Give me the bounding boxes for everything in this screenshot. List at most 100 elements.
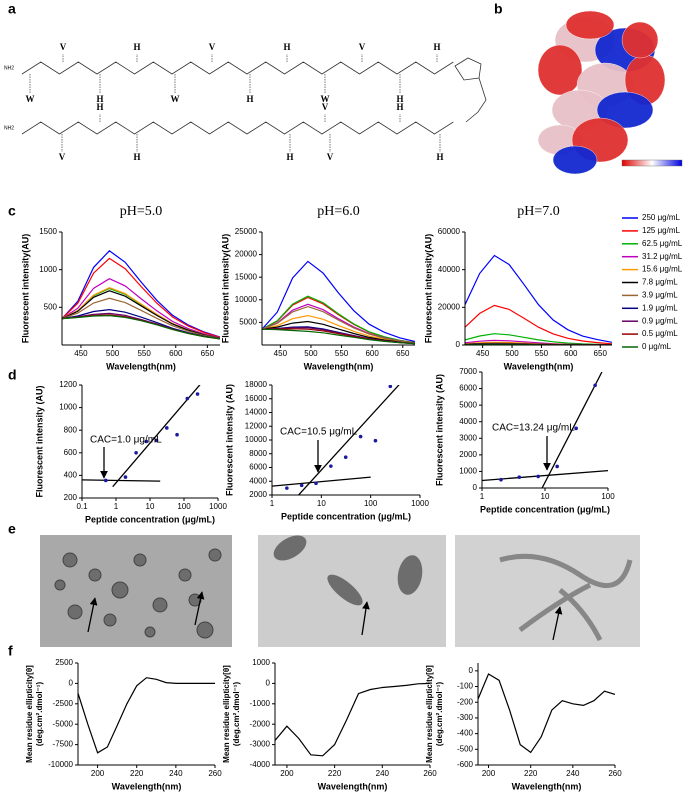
series-line bbox=[62, 250, 220, 338]
series-line bbox=[62, 287, 220, 339]
residue-label: H bbox=[286, 152, 293, 162]
series-line bbox=[478, 673, 615, 754]
data-point bbox=[123, 475, 128, 479]
data-point bbox=[195, 392, 200, 396]
surface-blob bbox=[565, 10, 615, 40]
color-scale bbox=[621, 159, 683, 167]
x-tick-label: 1 bbox=[480, 492, 485, 501]
plot-area bbox=[262, 260, 415, 345]
x-tick-label: 260 bbox=[208, 769, 222, 778]
residue-label: V bbox=[327, 152, 334, 162]
data-point bbox=[373, 438, 378, 443]
series-line bbox=[262, 295, 415, 344]
legend-label: 250 μg/mL bbox=[642, 213, 681, 222]
y-tick-label: 1000 bbox=[252, 658, 270, 667]
panel-label: a bbox=[8, 1, 16, 17]
y-tick-label: 10000 bbox=[235, 295, 258, 304]
y-tick-label: 200 bbox=[64, 493, 78, 502]
x-tick-label: 100 bbox=[364, 499, 378, 508]
fit-line bbox=[112, 385, 201, 488]
data-point bbox=[388, 385, 393, 389]
data-point bbox=[574, 426, 578, 431]
plot-area bbox=[82, 385, 201, 488]
y-tick-label: 2500 bbox=[55, 658, 73, 667]
data-point bbox=[555, 464, 559, 469]
annotation: CAC=10.5 μg/mL bbox=[280, 427, 358, 438]
y-axis-label: (deg.cm².dmol⁻¹) bbox=[35, 682, 44, 747]
aggregate bbox=[273, 535, 307, 561]
x-tick-label: 1000 bbox=[209, 502, 227, 511]
y-tick-label: 5000 bbox=[459, 400, 477, 409]
y-tick-label: -3000 bbox=[250, 740, 271, 749]
legend-label: 15.6 μg/mL bbox=[642, 265, 683, 274]
plot-area bbox=[272, 385, 400, 495]
y-tick-label: 2000 bbox=[249, 490, 267, 499]
residue-label: H bbox=[133, 152, 140, 162]
x-tick-label: 500 bbox=[304, 349, 318, 358]
y-tick-label: 4000 bbox=[459, 417, 477, 426]
pointer-arrow bbox=[361, 601, 370, 636]
x-tick-label: 600 bbox=[365, 349, 379, 358]
x-tick-label: 450 bbox=[476, 349, 490, 358]
x-axis-label: Peptide concentration (μg/mL) bbox=[281, 511, 411, 521]
vesicle bbox=[103, 613, 117, 627]
series-line bbox=[275, 682, 430, 757]
y-tick-label: 3000 bbox=[459, 433, 477, 442]
x-tick-label: 1 bbox=[114, 502, 119, 511]
y-tick-label: 10000 bbox=[245, 435, 268, 444]
y-tick-label: 4000 bbox=[249, 476, 267, 485]
fit-line bbox=[82, 479, 161, 482]
vesicle bbox=[208, 548, 222, 562]
y-axis-label: Fluorescent intensity(AU) bbox=[423, 234, 433, 344]
x-tick-label: 500 bbox=[106, 349, 120, 358]
y-axis-label: Fluorescent intensity(AU) bbox=[20, 234, 30, 344]
x-axis-label: Wavelength(nm) bbox=[106, 361, 176, 371]
x-axis-label: Peptide concentration (μg/mL) bbox=[480, 504, 610, 514]
y-tick-label: 2000 bbox=[459, 450, 477, 459]
data-point bbox=[517, 475, 522, 480]
residue-label: W bbox=[171, 94, 180, 104]
plot-area bbox=[465, 254, 612, 345]
x-tick-label: 220 bbox=[130, 769, 144, 778]
annotation: CAC=13.24 μg/mL bbox=[492, 423, 575, 434]
y-tick-label: 5000 bbox=[239, 318, 257, 327]
series-line bbox=[62, 290, 220, 339]
series-line bbox=[465, 304, 612, 345]
plot-area bbox=[275, 682, 430, 757]
residue-label: H bbox=[133, 42, 140, 52]
series-line bbox=[62, 297, 220, 339]
y-tick-label: 1200 bbox=[59, 380, 77, 389]
series-line bbox=[62, 314, 220, 340]
vesicle bbox=[54, 579, 66, 591]
y-tick-label: -2500 bbox=[53, 699, 74, 708]
x-tick-label: 650 bbox=[396, 349, 410, 358]
y-tick-label: 6000 bbox=[459, 384, 477, 393]
surface-blob bbox=[596, 91, 654, 129]
series-line bbox=[262, 328, 415, 345]
y-tick-label: 0 bbox=[456, 340, 461, 349]
chart-title: pH=6.0 bbox=[317, 204, 360, 219]
y-tick-label: 20000 bbox=[438, 302, 461, 311]
chart-title: pH=7.0 bbox=[517, 204, 560, 219]
panel-label: c bbox=[8, 203, 16, 219]
y-tick-label: -7500 bbox=[53, 740, 74, 749]
legend-label: 3.9 μg/mL bbox=[642, 291, 678, 300]
x-axis-label: Wavelength(nm) bbox=[318, 781, 388, 791]
terminus-label: NH2 bbox=[4, 125, 14, 131]
surface-blob bbox=[621, 21, 659, 59]
residue-label: H bbox=[283, 42, 290, 52]
y-tick-label: -2000 bbox=[250, 719, 271, 728]
plot-area bbox=[482, 372, 608, 488]
residue-label: H bbox=[436, 152, 443, 162]
x-tick-label: 450 bbox=[274, 349, 288, 358]
terminus-label: NH2 bbox=[4, 65, 14, 71]
data-point bbox=[285, 486, 289, 490]
data-point bbox=[154, 438, 159, 443]
tem-image bbox=[455, 535, 640, 647]
fit-line bbox=[272, 476, 371, 487]
y-axis-label: Fluorescent intensity (AU) bbox=[434, 374, 444, 486]
x-tick-label: 200 bbox=[91, 769, 105, 778]
y-tick-label: -600 bbox=[457, 760, 474, 769]
series-line bbox=[465, 254, 612, 343]
